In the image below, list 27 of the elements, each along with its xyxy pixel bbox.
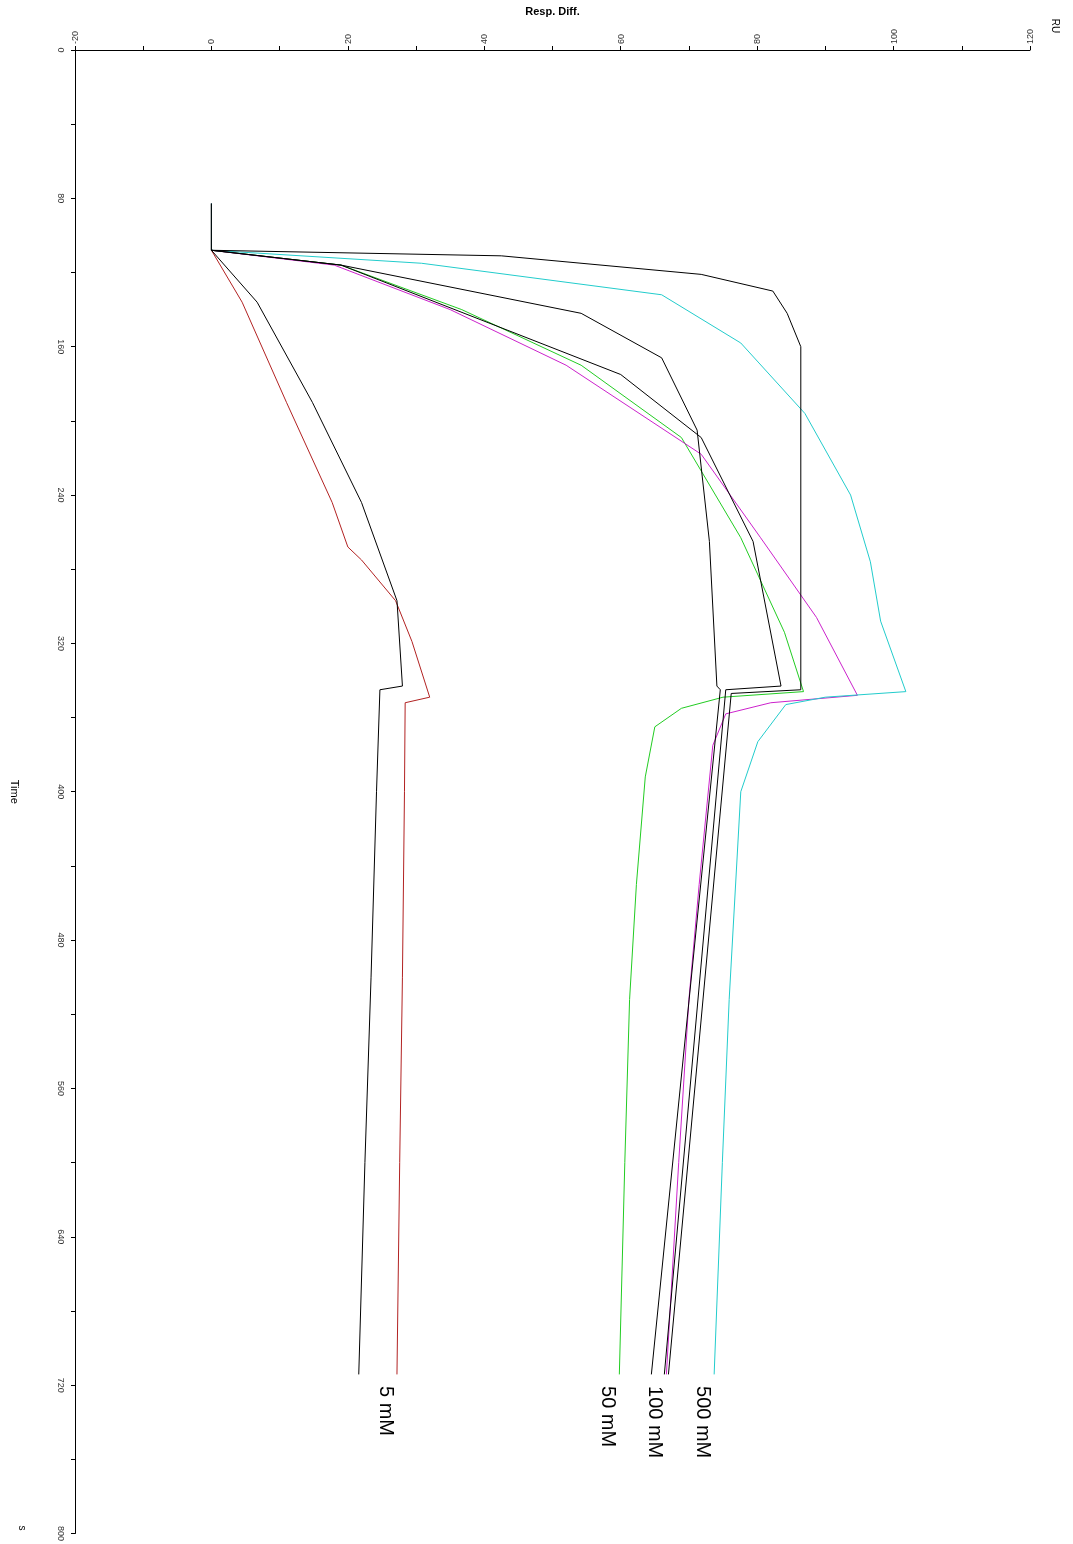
x-tick-label: 40 [479,33,490,44]
x-tick-label: 120 [1025,28,1035,44]
x-tick-label: 0 [206,38,217,44]
x-tick-label: 60 [615,33,626,44]
y-tick-label: 320 [55,635,66,651]
x-tick-label: 20 [342,33,353,44]
text: 500 mM [693,1386,716,1459]
y-axis-title: Time [8,779,21,804]
text: 50 mM [598,1386,621,1448]
x-tick-label: 80 [752,33,763,44]
y-tick-label: 400 [55,784,66,800]
text: RU [1049,18,1061,34]
y-tick-label: 0 [55,47,66,53]
y-tick-label: 800 [55,1525,66,1542]
text: 5 mM [375,1386,398,1437]
y-tick-label: 80 [55,193,66,204]
text: 100 mM [645,1386,668,1459]
x-axis-title: Resp. Diff. [525,4,580,17]
y-tick-label: 720 [55,1377,66,1393]
y-tick-label: 240 [55,487,66,503]
y-tick-label: 640 [55,1229,66,1245]
x-tick-label: -20 [70,30,80,44]
y-tick-label: 160 [55,339,66,355]
y-tick-label: 480 [55,932,66,948]
y-tick-label: 560 [55,1080,66,1096]
text: s [16,1525,28,1531]
x-tick-label: 100 [888,28,899,44]
